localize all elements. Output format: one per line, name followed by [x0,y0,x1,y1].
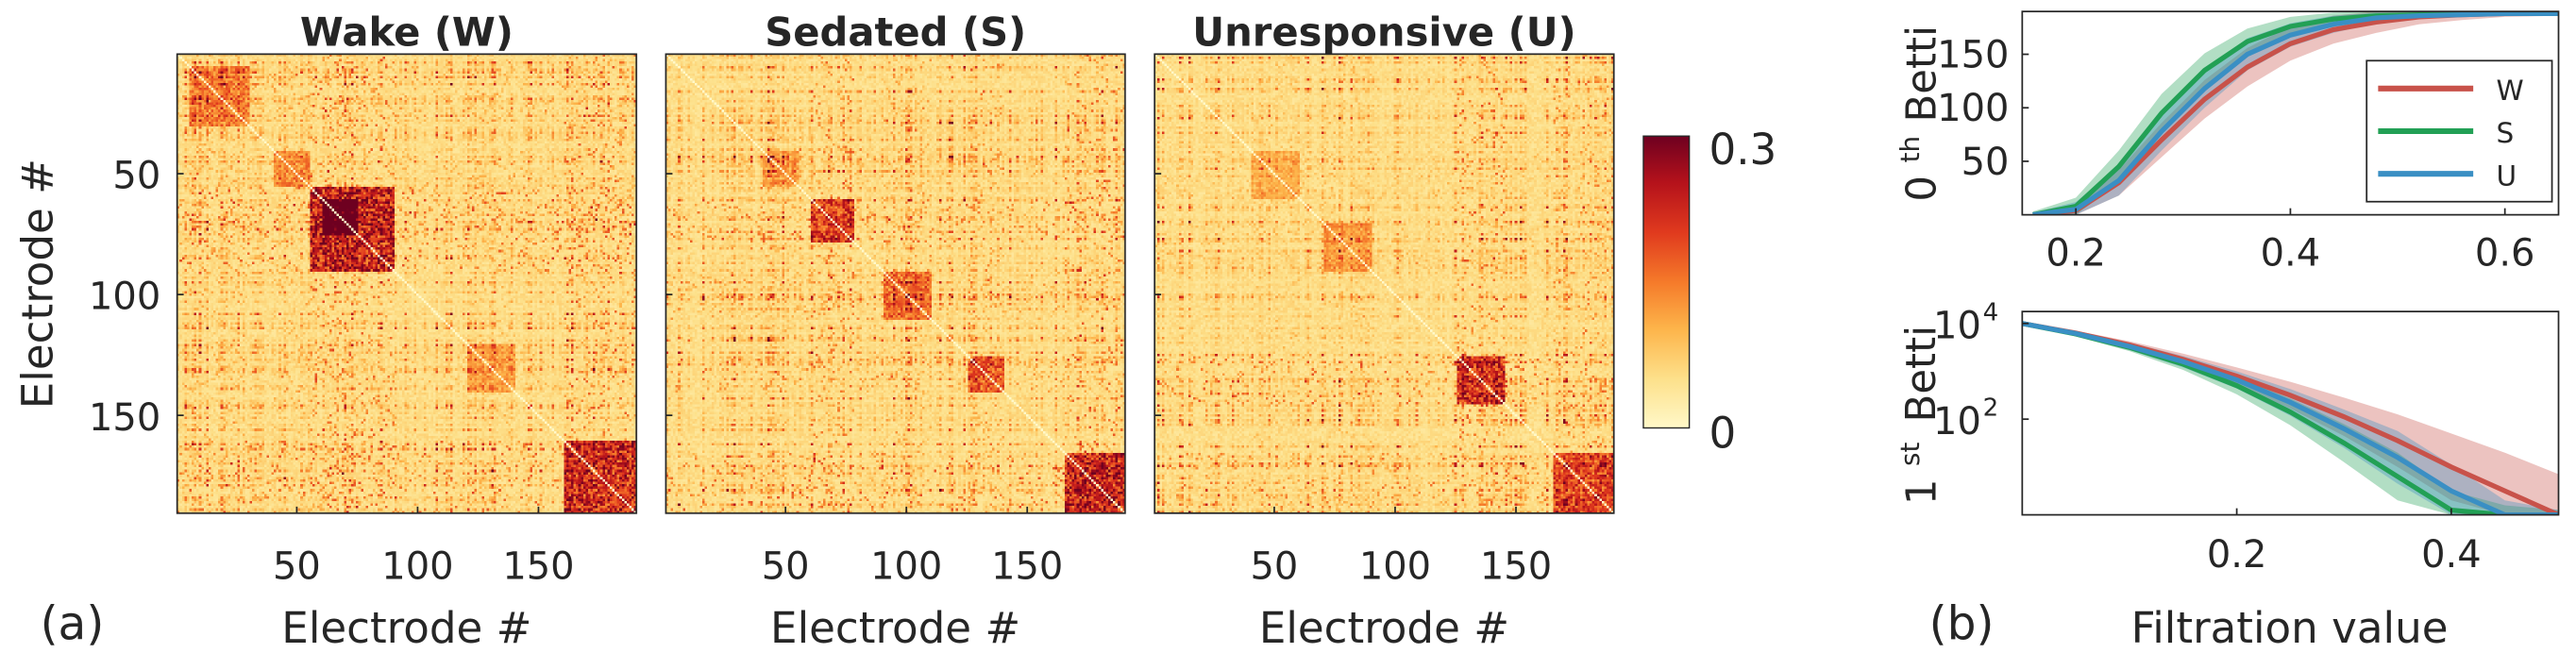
heatmap-wake [176,53,638,514]
betti1-ytick-label: 10 [1933,304,1981,347]
heatmap-xtick-label: 100 [381,544,453,588]
heatmap-title-sedated: Sedated (S) [765,9,1026,56]
colorbar-gradient [1642,135,1691,429]
heatmap-title-wake: Wake (W) [300,9,514,56]
betti1-ytick-label: 10 [1933,400,1981,444]
betti0-xtick-label: 0.4 [2261,231,2321,275]
heatmap-xtick-label: 50 [273,544,321,588]
betti0-ylabel-rest: Betti [1898,25,1945,123]
legend-label-s: S [2496,117,2514,149]
heatmap-unresponsive-canvas [1154,54,1614,513]
heatmap-ytick-label: 50 [112,155,160,198]
betti0-ytick-label: 150 [1937,33,2009,76]
heatmap-ytick-label: 100 [89,276,160,319]
betti1-xlabel: Filtration value [2131,603,2449,653]
heatmap-xlabel-sedated: Electrode # [770,603,1020,653]
heatmap-xtick-label: 50 [762,544,810,588]
heatmap-xtick-label: 100 [870,544,942,588]
heatmap-xtick-label: 150 [991,544,1063,588]
heatmap-sedated-canvas [665,54,1125,513]
heatmap-ticks: 50 100 150 50 100 150 50 100 150 50 100 150 [89,155,1552,589]
betti1-ytick-exp: 4 [1983,298,1999,326]
heatmap-xtick-label: 150 [1480,544,1552,588]
colorbar-max-label: 0.3 [1709,125,1776,175]
panel-label-a: (a) [41,598,105,651]
betti1-axes-frame [2021,310,2560,516]
betti1-line-u [2022,321,2559,515]
betti0-plot: 0.2 0.4 0.6 50 100 150 0 th Betti W S U [1894,10,2560,275]
betti0-xtick-label: 0.2 [2046,231,2106,275]
heatmap-xtick-label: 50 [1251,544,1299,588]
colorbar: 0.3 0 [1642,125,1776,458]
heatmap-unresponsive [1153,53,1615,514]
panel-label-b: (b) [1929,598,1995,651]
heatmap-ylabel: Electrode # [13,159,63,409]
betti0-xtick-label: 0.6 [2475,231,2535,275]
betti1-ytick-exp: 2 [1983,394,1999,423]
betti1-band-s [2022,322,2559,515]
betti0-ylabel-main: 0 [1898,176,1945,202]
betti1-band-u [2022,322,2559,515]
heatmap-wake-canvas [177,54,637,513]
heatmap-xtick-label: 100 [1359,544,1431,588]
heatmap-xlabel-unresponsive: Electrode # [1259,603,1509,653]
betti1-band-w [2022,322,2559,515]
betti0-ytick-label: 100 [1937,87,2009,130]
legend-label-u: U [2496,159,2517,192]
betti0-ytick-label: 50 [1961,141,2010,184]
betti1-ylabel-main: 1 [1898,478,1945,505]
heatmap-sedated [665,53,1126,514]
betti1-ylabel-rest: Betti [1898,326,1945,423]
betti1-xtick-label: 0.4 [2421,533,2482,577]
heatmap-title-unresponsive: Unresponsive (U) [1192,9,1575,56]
legend-label-w: W [2496,75,2523,107]
betti0-band-w [2032,11,2559,215]
heatmap-ytick-label: 150 [89,396,160,440]
betti1-xtick-label: 0.2 [2207,533,2267,577]
betti1-ylabel-sup: st [1894,443,1926,466]
legend: W S U [2366,59,2553,203]
betti0-ylabel-sup: th [1894,136,1926,163]
heatmap-xlabel-wake: Electrode # [281,603,531,653]
colorbar-min-label: 0 [1709,408,1736,458]
betti0-line-u [2032,11,2559,215]
heatmap-xtick-label: 150 [502,544,574,588]
